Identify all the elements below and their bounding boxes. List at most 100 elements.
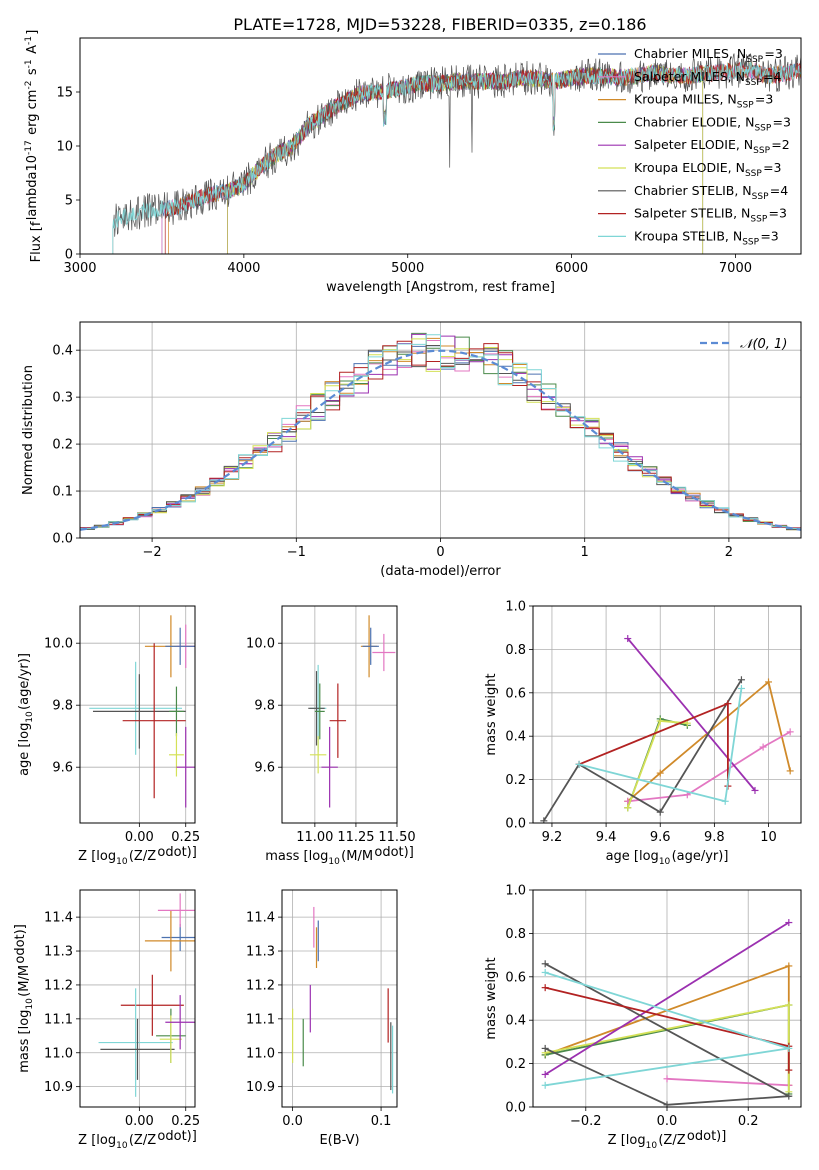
y-tick-label: 0.4 xyxy=(505,730,526,745)
x-tick-label: 10 xyxy=(760,830,777,845)
y-axis-label: mass weight xyxy=(484,673,499,755)
z-mass-chart: 0.00 0.25 10.9 11.0 11.1 11.2 11.3 11.4 Z [log10… xyxy=(13,889,200,1151)
x-tick-label: 9.6 xyxy=(650,830,671,845)
y-tick-label: 0.1 xyxy=(52,485,73,500)
y-tick-label: 0.8 xyxy=(505,643,526,658)
axes-frame xyxy=(281,605,398,824)
x-tick-label: 0.0 xyxy=(657,1114,678,1129)
spectrum-chart: 3000 4000 5000 6000 7000 0 5 10 15 wavelength [An… xyxy=(24,30,802,295)
x-tick-label: −1 xyxy=(287,545,306,560)
weight-series-line xyxy=(627,637,756,792)
weight-series-line xyxy=(666,1077,789,1087)
spectrum-series-line xyxy=(227,64,704,254)
y-tick-label: 0.0 xyxy=(505,817,526,832)
x-axis-label: (data-model)/error xyxy=(380,564,501,579)
spectrum-legend: Chabrier MILES, NSSP =3 Salpeter MILES, N… xyxy=(598,46,791,247)
y-tick-label: 0.8 xyxy=(505,927,526,942)
y-tick-label: 11.4 xyxy=(246,911,275,926)
y-tick-label: 9.8 xyxy=(254,699,275,714)
x-tick-label: 11.00 xyxy=(296,830,333,845)
y-tick-label: 9.6 xyxy=(52,761,73,776)
x-tick-label: −0.2 xyxy=(570,1114,602,1129)
spectrum-series-line xyxy=(227,64,704,254)
z-weight-chart: −0.2 0.0 0.2 0.0 0.2 0.4 0.6 0.8 1.0 Z [log10 (Z/… xyxy=(484,884,802,1151)
x-axis-label: age [log10 (age/yr)] xyxy=(606,849,729,867)
weight-series-line xyxy=(543,679,743,822)
legend-entry: Salpeter MILES, NSSP =4 xyxy=(634,69,782,88)
y-tick-label: 0.4 xyxy=(52,344,73,359)
legend-entry: 𝒩(0, 1) xyxy=(740,337,787,352)
x-tick-label: 0 xyxy=(436,545,444,560)
y-axis-label: mass [log10 (M/M odot)] xyxy=(13,924,35,1073)
x-tick-label: 11.25 xyxy=(337,830,374,845)
y-tick-label: 0.3 xyxy=(52,391,73,406)
axes-frame xyxy=(79,37,802,255)
y-tick-label: 0.6 xyxy=(505,686,526,701)
legend-entry: Kroupa ELODIE, NSSP =3 xyxy=(634,160,782,179)
x-tick-label: 0.00 xyxy=(125,830,154,845)
y-tick-label: 5 xyxy=(65,194,73,209)
x-tick-label: 3000 xyxy=(63,261,96,276)
x-axis-label: Z [log10 (Z/Z odot)] xyxy=(608,1129,727,1151)
weight-series-line xyxy=(544,921,790,1076)
y-axis-label: Flux [f lambda10-17 erg cm-2 s-1 A-1 ] xyxy=(24,30,44,263)
x-tick-label: 7000 xyxy=(719,261,752,276)
x-tick-label: 9.4 xyxy=(596,830,617,845)
axes-frame xyxy=(281,889,398,1108)
axes-frame xyxy=(532,889,802,1108)
x-tick-label: 0.0 xyxy=(282,1114,303,1129)
mass-age-points xyxy=(308,615,396,808)
x-axis-label: wavelength [Angstrom, rest frame] xyxy=(326,280,555,295)
weight-series-line xyxy=(578,702,729,787)
y-tick-label: 9.6 xyxy=(254,761,275,776)
y-tick-label: 11.3 xyxy=(44,945,73,960)
x-tick-label: 0.25 xyxy=(171,1114,200,1129)
normal-reference-curve xyxy=(80,349,801,531)
x-tick-label: 0.25 xyxy=(171,830,200,845)
axes-frame xyxy=(79,889,196,1108)
x-tick-label: 9.2 xyxy=(542,830,563,845)
histogram-bars xyxy=(80,332,801,532)
spectrum-series-line xyxy=(112,61,801,254)
legend-entry: Chabrier STELIB, NSSP =4 xyxy=(634,183,788,202)
y-tick-label: 11.0 xyxy=(44,1046,73,1061)
y-tick-label: 0.0 xyxy=(505,1101,526,1116)
axes-frame xyxy=(532,605,802,824)
y-tick-label: 0.2 xyxy=(52,438,73,453)
axes-frame xyxy=(79,321,802,539)
y-tick-label: 0.6 xyxy=(505,970,526,985)
x-tick-label: 2 xyxy=(725,545,733,560)
y-tick-label: 11.4 xyxy=(44,911,73,926)
legend-entry: Kroupa MILES, NSSP =3 xyxy=(634,92,773,111)
axes-frame xyxy=(79,605,196,824)
y-tick-label: 0.2 xyxy=(505,1057,526,1072)
y-tick-label: 0 xyxy=(65,248,73,263)
y-axis-label: Normed distribution xyxy=(21,365,36,495)
y-tick-label: 11.2 xyxy=(246,978,275,993)
residual-histogram: −2 −1 0 1 2 0.0 0.1 0.2 0.3 0.4 (data-model)/error… xyxy=(21,321,802,579)
y-tick-label: 10 xyxy=(56,140,73,155)
x-tick-label: 0.00 xyxy=(125,1114,154,1129)
y-axis-label: age [log10 (age/yr)] xyxy=(17,653,35,776)
ebv-mass-points xyxy=(292,906,394,1094)
y-tick-label: 10.0 xyxy=(246,637,275,652)
x-tick-label: 9.8 xyxy=(704,830,725,845)
z-mass-points xyxy=(98,893,195,1097)
x-tick-label: 0.1 xyxy=(371,1114,392,1129)
mass-age-chart: 11.00 11.25 11.50 9.6 9.8 10.0 mass [log10 (M/… xyxy=(246,605,416,867)
y-axis-label: mass weight xyxy=(484,957,499,1039)
legend-entry: Chabrier MILES, NSSP =3 xyxy=(634,46,783,65)
weight-series-line xyxy=(626,720,688,809)
legend-entry: Kroupa STELIB, NSSP =3 xyxy=(634,228,779,247)
y-tick-label: 1.0 xyxy=(505,600,526,615)
age-weight-chart: 9.2 9.4 9.6 9.8 10 0.0 0.2 0.4 0.6 0.8 1.0 age [log… xyxy=(484,600,802,867)
y-tick-label: 10.0 xyxy=(44,637,73,652)
weight-series-line xyxy=(627,731,791,803)
z-age-chart: 0.00 0.25 9.6 9.8 10.0 Z [log10 (Z/Z odot)] ag… xyxy=(17,605,200,867)
ebv-mass-chart: 0.0 0.1 10.9 11.0 11.1 11.2 11.3 11.4 E(B-V) xyxy=(246,889,398,1148)
legend-entry: Chabrier ELODIE, NSSP =3 xyxy=(634,114,791,133)
z-weight-lines xyxy=(541,919,793,1107)
x-axis-label: Z [log10 (Z/Z odot)] xyxy=(78,845,197,867)
x-tick-label: −2 xyxy=(143,545,162,560)
y-tick-label: 10.9 xyxy=(246,1080,275,1095)
